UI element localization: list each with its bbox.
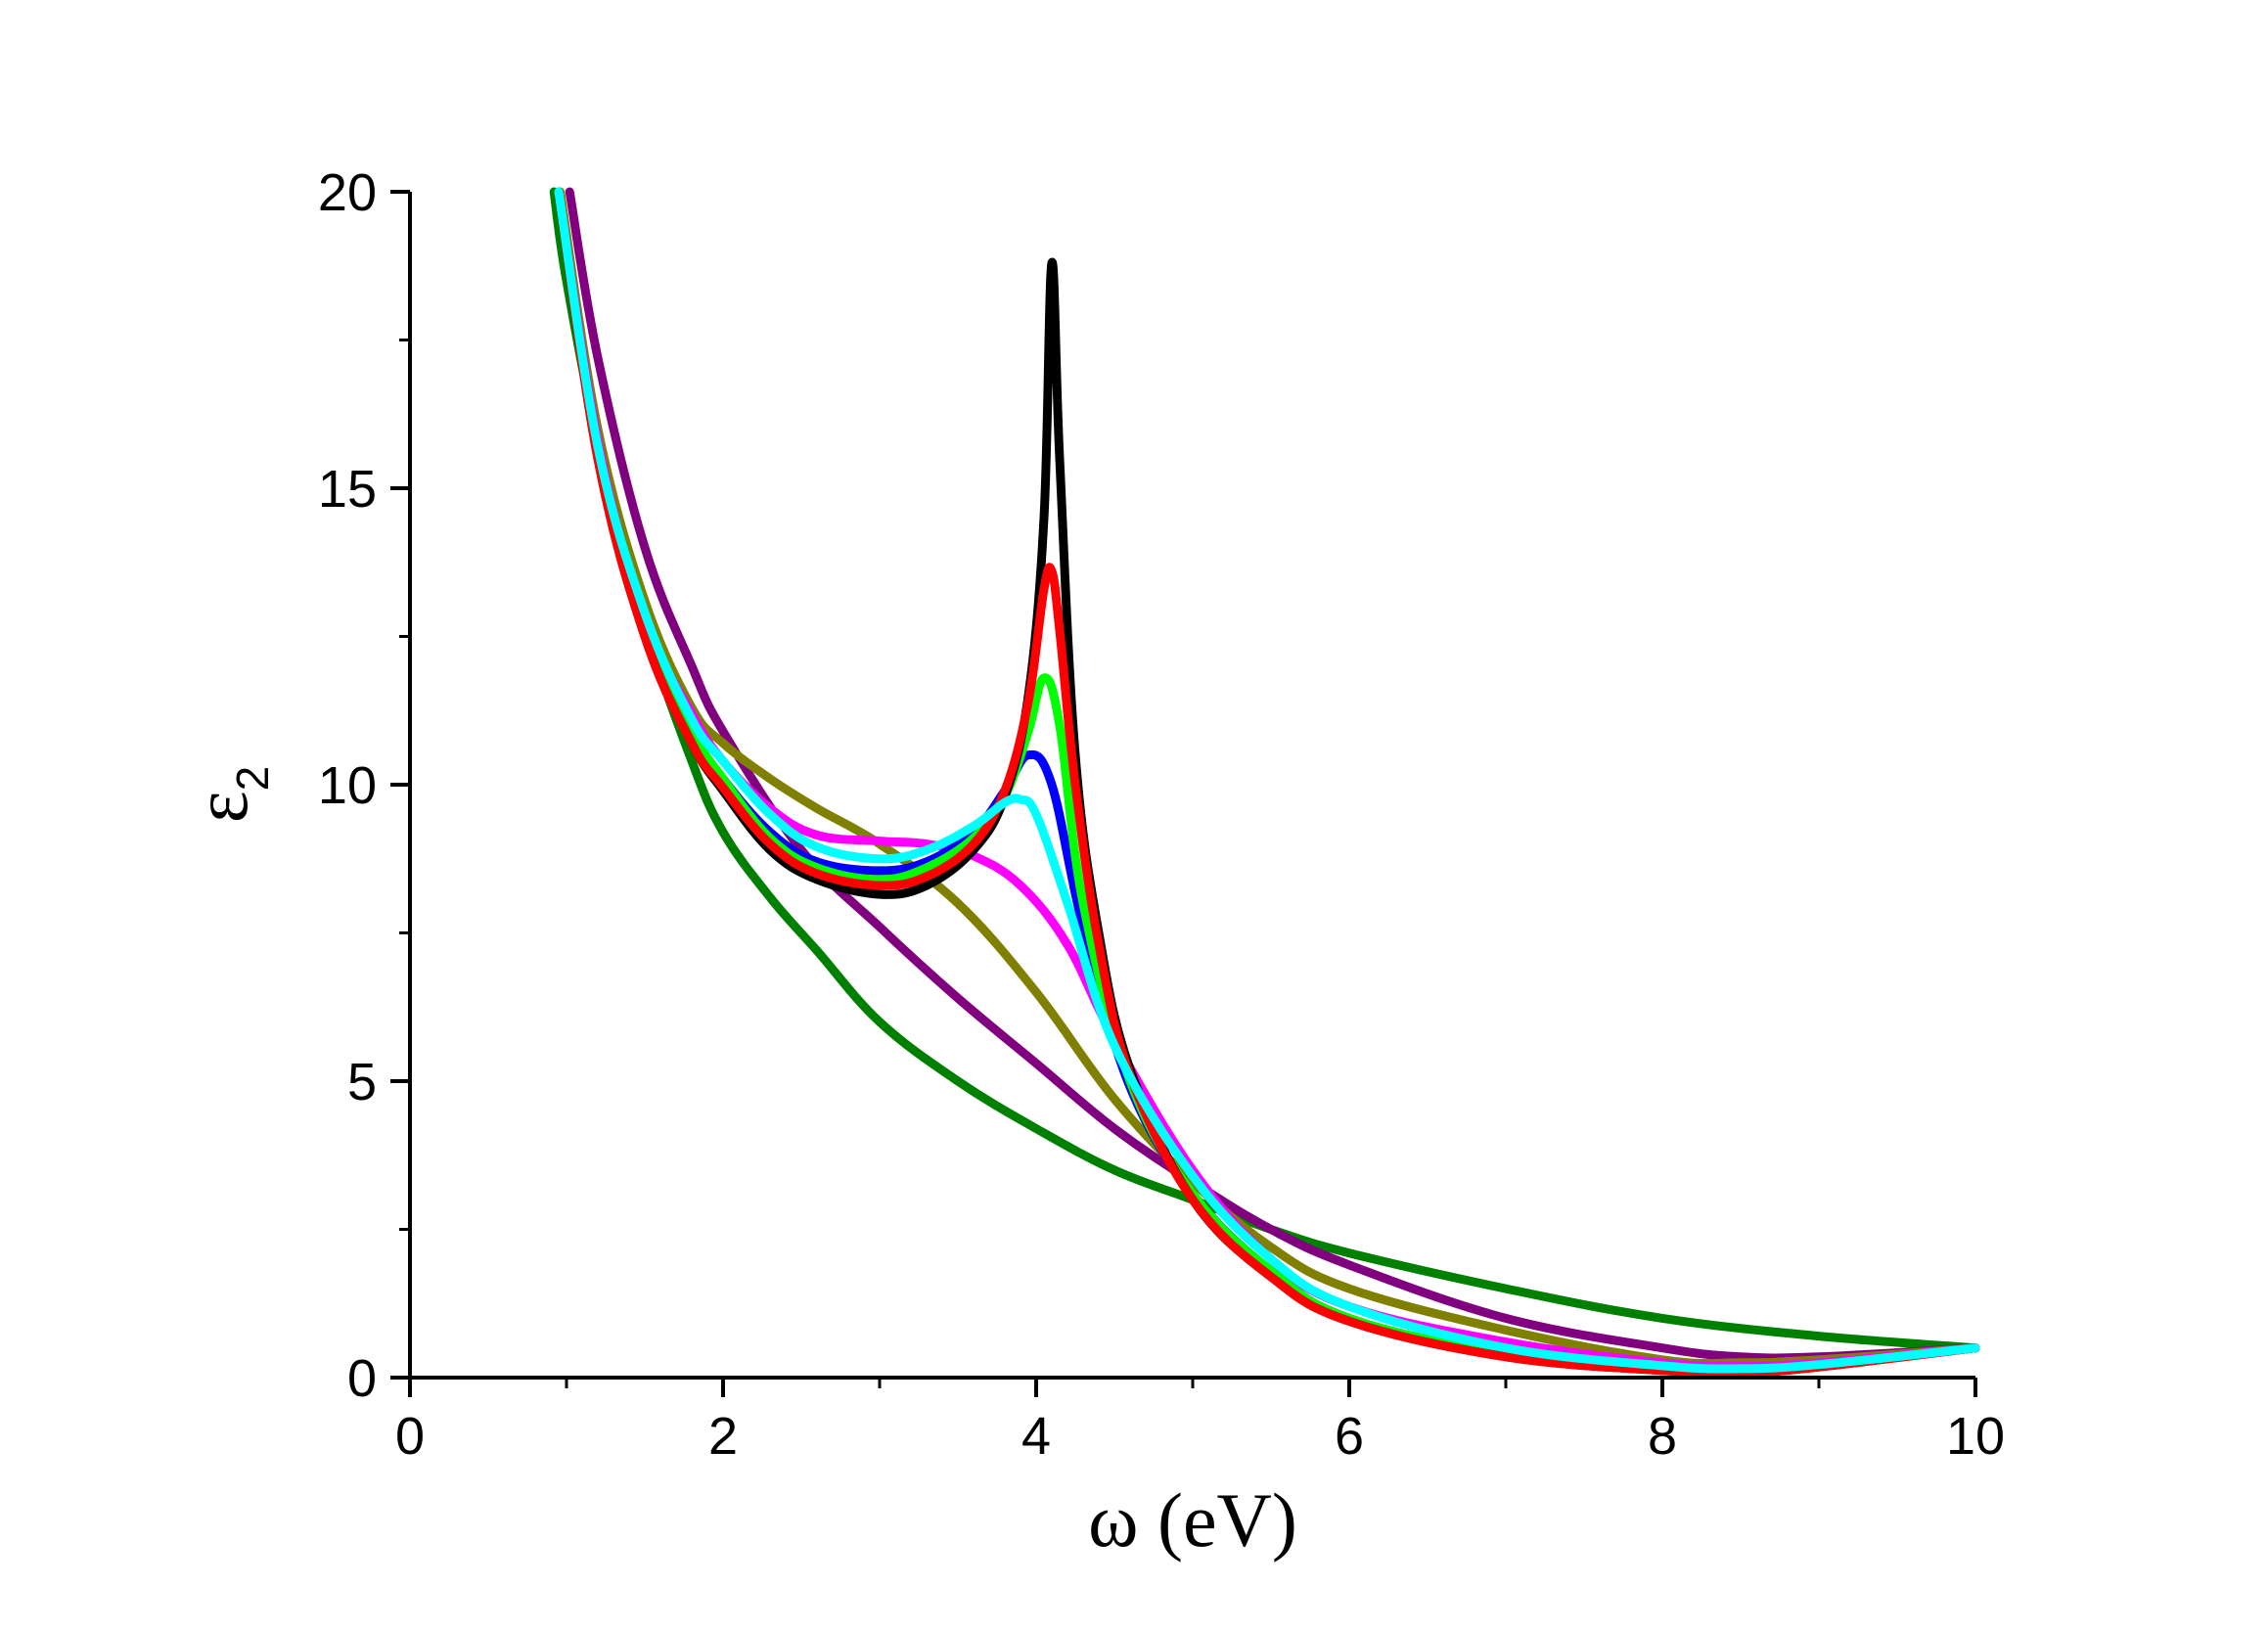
- x-tick-label: 2: [708, 1407, 738, 1466]
- x-tick-label: 8: [1648, 1407, 1677, 1466]
- series-line-8: [554, 187, 1980, 1378]
- y-axis-title-sub: 2: [227, 766, 278, 792]
- x-tick-label: 10: [1946, 1407, 2005, 1466]
- series-line-9: [554, 187, 1980, 1374]
- x-tick-label: 4: [1021, 1407, 1051, 1466]
- x-axis-title: ω (eV): [1088, 1477, 1297, 1563]
- series-line-2: [565, 187, 1980, 1363]
- y-tick-label: 15: [318, 460, 377, 519]
- y-tick-label: 0: [347, 1349, 377, 1408]
- x-tick-label: 0: [395, 1407, 425, 1466]
- y-tick-label: 20: [318, 163, 377, 222]
- y-tick-label: 10: [318, 756, 377, 815]
- tick-layer: 0 2 4 6 8 10 0 5 10 15 20: [318, 163, 2005, 1466]
- y-axis-title: ε2: [178, 766, 278, 823]
- svg-text:ε2: ε2: [178, 766, 278, 823]
- y-axis-title-main: ε: [178, 791, 263, 823]
- series-layer: [549, 187, 1980, 1378]
- y-tick-label: 5: [347, 1053, 377, 1111]
- x-tick-label: 6: [1335, 1407, 1364, 1466]
